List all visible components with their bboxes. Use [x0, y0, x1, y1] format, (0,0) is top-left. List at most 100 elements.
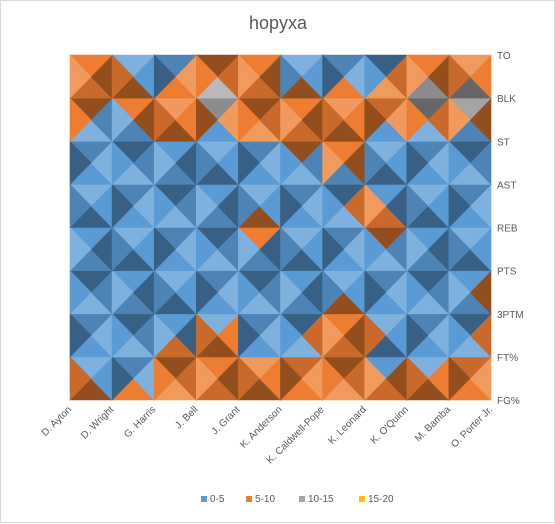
- surface-facet: [406, 54, 429, 99]
- surface-facet: [448, 356, 471, 401]
- surface-facet: [196, 183, 218, 229]
- surface-facet: [111, 269, 134, 315]
- category-tick-label: G. Harris: [122, 404, 158, 440]
- series-tick-label: REB: [497, 224, 518, 235]
- chart-title: hopyxa: [249, 13, 308, 33]
- surface-facet: [364, 269, 387, 315]
- surface-facet: [238, 226, 260, 272]
- legend: 0-5 5-10 10-15 15-20: [201, 494, 394, 505]
- surface-facet: [153, 356, 176, 401]
- surface-facet: [238, 313, 260, 358]
- surface-facet: [238, 183, 260, 229]
- surface-facet: [280, 313, 303, 358]
- surface-facet: [406, 269, 429, 315]
- surface-facet: [196, 140, 218, 186]
- category-tick-label: K. Anderson: [238, 404, 284, 450]
- surface-facet: [364, 97, 387, 143]
- legend-label: 15-20: [368, 494, 394, 505]
- surface-facet: [448, 140, 471, 186]
- surface-facet: [322, 313, 345, 358]
- surface-facet: [406, 356, 429, 401]
- surface-facet: [280, 97, 303, 143]
- surface-facet: [448, 226, 471, 272]
- surface-facet: [111, 183, 134, 229]
- surface-facet: [364, 54, 387, 99]
- surface-facet: [322, 269, 345, 315]
- surface-facet: [153, 183, 176, 229]
- legend-swatch: [299, 496, 305, 502]
- surface-facet: [111, 226, 134, 272]
- surface-facet: [406, 140, 429, 186]
- series-tick-label: AST: [497, 180, 516, 191]
- surface-facet: [448, 54, 471, 99]
- surface-facet: [448, 269, 471, 315]
- surface-facet: [322, 140, 345, 186]
- legend-swatch: [201, 496, 207, 502]
- series-tick-label: FT%: [497, 353, 518, 364]
- surface-facet: [69, 269, 92, 315]
- series-tick-label: 3PTM: [497, 310, 524, 321]
- surface-facet: [364, 183, 387, 229]
- surface-facet: [406, 183, 429, 229]
- surface-facet: [448, 183, 471, 229]
- surface-facet: [69, 97, 92, 143]
- surface-facet: [280, 226, 303, 272]
- surface-facet: [280, 269, 303, 315]
- surface-facet: [322, 356, 345, 401]
- series-axis: FG% FT% 3PTM PTS REB AST ST BLK TO: [497, 51, 524, 407]
- surface-facet: [153, 313, 176, 358]
- series-tick-label: TO: [497, 51, 511, 62]
- category-tick-label: D. Wright: [79, 404, 116, 441]
- surface-facet: [111, 97, 134, 143]
- surface-facet: [69, 226, 92, 272]
- surface-facet: [69, 183, 92, 229]
- series-tick-label: FG%: [497, 396, 520, 407]
- surface-facet: [280, 183, 303, 229]
- surface-facet: [364, 356, 387, 401]
- category-axis: D. Ayton D. Wright G. Harris J. Bell J. Gran…: [40, 404, 495, 466]
- series-tick-label: BLK: [497, 94, 516, 105]
- legend-swatch: [246, 496, 252, 502]
- surface-facet: [69, 313, 92, 358]
- surface-facet: [69, 140, 92, 186]
- surface-facet: [280, 356, 303, 401]
- surface-facet: [196, 54, 218, 99]
- surface-facet: [69, 356, 92, 401]
- legend-label: 10-15: [308, 494, 334, 505]
- surface-facet: [406, 97, 429, 143]
- legend-label: 0-5: [210, 494, 225, 505]
- surface-facet: [111, 140, 134, 186]
- surface-facet: [153, 97, 176, 143]
- surface-facet: [69, 54, 92, 99]
- surface-facet: [364, 313, 387, 358]
- surface-facet: [322, 97, 345, 143]
- category-tick-label: J. Bell: [173, 404, 200, 431]
- category-tick-label: K. O'Quinn: [369, 404, 411, 446]
- surface-facet: [406, 313, 429, 358]
- category-tick-label: K. Leonard: [326, 404, 368, 446]
- surface-facet: [238, 140, 260, 186]
- surface-facet: [111, 356, 134, 401]
- surface-facet: [448, 97, 471, 143]
- category-tick-label: M. Bamba: [413, 404, 453, 444]
- plot-area: [69, 54, 492, 401]
- surface-facet: [111, 313, 134, 358]
- surface-facet: [406, 226, 429, 272]
- surface-facet: [238, 356, 260, 401]
- surface-facet: [364, 140, 387, 186]
- legend-swatch: [359, 496, 365, 502]
- category-tick-label: D. Ayton: [40, 404, 74, 438]
- surface-facet: [153, 269, 176, 315]
- surface-facet: [322, 183, 345, 229]
- surface-facet: [238, 54, 260, 99]
- surface-facet: [280, 54, 303, 99]
- surface-facet: [322, 226, 345, 272]
- surface-facet: [448, 313, 471, 358]
- legend-label: 5-10: [255, 494, 275, 505]
- surface-facet: [280, 140, 303, 186]
- series-tick-label: PTS: [497, 267, 517, 278]
- surface-facet: [153, 140, 176, 186]
- surface-facet: [111, 54, 134, 99]
